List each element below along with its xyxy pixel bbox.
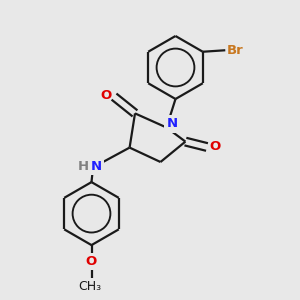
Text: O: O	[100, 88, 111, 102]
Text: N: N	[91, 160, 102, 173]
Text: H: H	[78, 160, 89, 173]
Text: Br: Br	[226, 44, 243, 57]
Text: O: O	[86, 255, 97, 268]
Text: CH₃: CH₃	[78, 280, 102, 293]
Text: methoxy: methoxy	[88, 284, 94, 285]
Text: N: N	[166, 117, 178, 130]
Text: O: O	[210, 140, 221, 154]
